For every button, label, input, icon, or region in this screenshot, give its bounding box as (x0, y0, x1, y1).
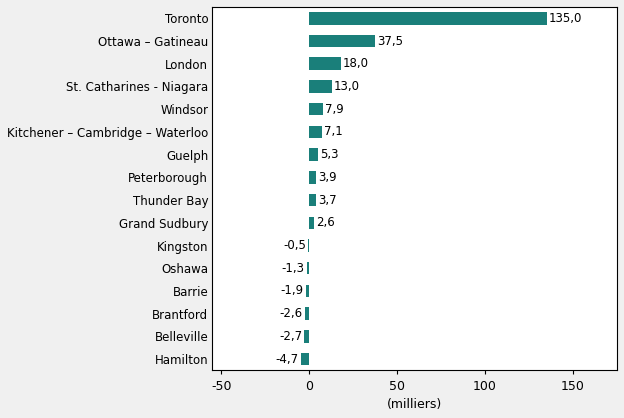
Bar (309, 217, 314, 229)
Text: 37,5: 37,5 (378, 35, 403, 48)
Text: -2,7: -2,7 (279, 330, 302, 343)
Bar (306, 285, 309, 297)
Text: 135,0: 135,0 (548, 12, 582, 25)
Text: -1,3: -1,3 (282, 262, 305, 275)
Bar (309, 58, 341, 70)
Text: 18,0: 18,0 (343, 57, 369, 70)
Text: 2,6: 2,6 (316, 216, 334, 229)
Text: 3,9: 3,9 (318, 171, 337, 184)
Text: 13,0: 13,0 (334, 80, 360, 93)
Text: -2,6: -2,6 (280, 307, 303, 320)
Bar (307, 262, 309, 275)
Bar (308, 239, 309, 252)
Bar (309, 12, 547, 25)
Text: -1,9: -1,9 (281, 285, 304, 298)
Text: 5,3: 5,3 (321, 148, 339, 161)
Bar (309, 171, 316, 184)
Bar (309, 35, 375, 47)
Bar (309, 194, 316, 206)
Text: -0,5: -0,5 (283, 239, 306, 252)
Bar (309, 148, 318, 161)
Bar (309, 80, 332, 93)
Text: 3,7: 3,7 (318, 194, 336, 206)
Bar (309, 103, 323, 115)
Bar (305, 330, 309, 343)
Bar (305, 307, 309, 320)
Bar (309, 126, 321, 138)
Bar (301, 353, 309, 365)
X-axis label: (milliers): (milliers) (387, 398, 442, 411)
Text: -4,7: -4,7 (276, 353, 299, 366)
Text: 7,9: 7,9 (325, 103, 344, 116)
Text: 7,1: 7,1 (324, 125, 343, 138)
